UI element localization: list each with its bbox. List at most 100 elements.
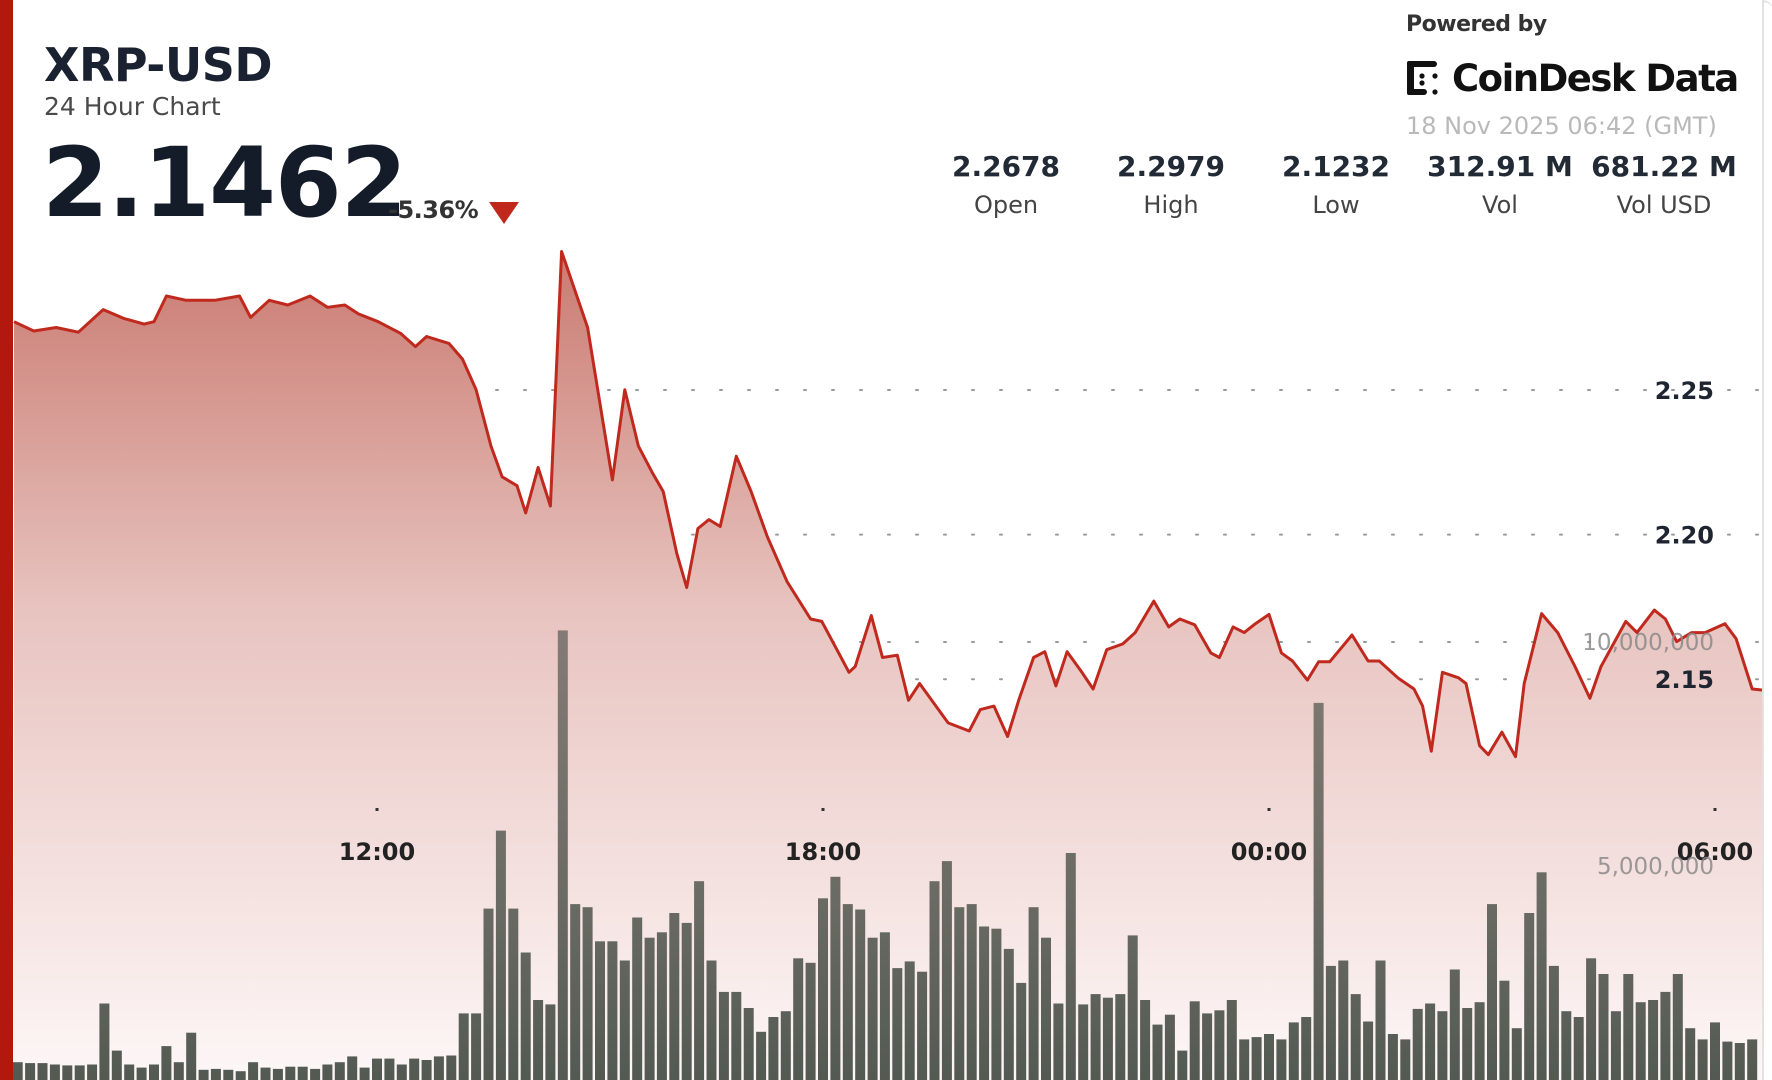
volume-bar — [582, 907, 593, 1080]
volume-bar — [495, 830, 506, 1080]
volume-bar — [867, 937, 878, 1080]
x-tick-mark — [1713, 808, 1717, 811]
coindesk-logo-icon — [1407, 61, 1438, 95]
powered-by-label: Powered by — [1406, 12, 1547, 37]
x-tick-label: 06:00 — [1677, 838, 1753, 866]
volume-bar — [1672, 974, 1683, 1080]
volume-bar — [272, 1068, 283, 1080]
volume-bar — [1164, 1014, 1175, 1080]
x-tick-mark — [375, 808, 379, 811]
volume-bar — [1363, 1021, 1374, 1080]
volume-bar — [1264, 1034, 1274, 1080]
volume-bar — [297, 1066, 308, 1080]
volume-bar — [433, 1056, 444, 1080]
volume-bar — [409, 1058, 420, 1080]
volume-bar — [669, 913, 680, 1080]
volume-bar — [1251, 1037, 1262, 1080]
volume-bar — [1610, 1011, 1621, 1080]
triangle-down-icon — [489, 202, 519, 224]
volume-bar — [1338, 960, 1349, 1080]
volume-bar — [322, 1064, 333, 1080]
volume-bar — [248, 1062, 259, 1080]
coindesk-data-logo: CoinDesk Data — [1406, 56, 1739, 100]
volume-bar — [1598, 974, 1609, 1080]
volume-bar — [1375, 960, 1386, 1080]
volume-bar — [1449, 969, 1460, 1080]
volume-bar — [124, 1064, 135, 1080]
volume-bar — [1276, 1039, 1287, 1080]
volume-bar — [1586, 958, 1597, 1080]
stat-value: 2.1232 — [1281, 150, 1391, 183]
volume-bar — [793, 958, 804, 1080]
volume-bar — [830, 876, 841, 1080]
volume-bar — [334, 1062, 345, 1080]
volume-bar — [1065, 853, 1076, 1080]
volume-bar — [1474, 1002, 1485, 1080]
volume-bar — [1462, 1008, 1473, 1080]
volume-bar — [62, 1065, 73, 1080]
x-axis: 12:00 18:00 00:00 06:00 — [339, 808, 1753, 866]
stat-high: 2.2979 High — [1086, 150, 1256, 219]
volume-bar — [1648, 1000, 1659, 1080]
volume-bar — [595, 941, 605, 1080]
accent-bar — [0, 0, 13, 1080]
volume-bar — [372, 1058, 382, 1080]
volume-bar — [1115, 994, 1126, 1080]
volume-bar — [446, 1055, 457, 1080]
volume-bar — [954, 907, 965, 1080]
volume-bar — [483, 908, 494, 1080]
volume-bar — [458, 1013, 469, 1080]
volume-bar — [619, 960, 630, 1080]
volume-bar — [1177, 1050, 1188, 1080]
stat-label: Vol USD — [1616, 191, 1712, 219]
volume-bar — [706, 960, 717, 1080]
volume-bar — [384, 1058, 395, 1080]
volume-bar — [1053, 1003, 1064, 1080]
volume-tick-label: 5,000,000 — [1597, 854, 1714, 880]
volume-bar — [1127, 935, 1138, 1080]
stat-low: 2.1232 Low — [1251, 150, 1421, 219]
volume-bar — [25, 1063, 36, 1080]
volume-bar — [1697, 1039, 1708, 1080]
volume-bar — [1202, 1013, 1213, 1080]
stat-open: 2.2678 Open — [921, 150, 1091, 219]
volume-bar — [1226, 1000, 1237, 1080]
volume-bar — [149, 1064, 159, 1080]
volume-bar — [161, 1046, 172, 1080]
volume-bar — [1016, 982, 1027, 1080]
volume-bar — [1239, 1039, 1250, 1080]
x-tick-mark — [821, 808, 825, 811]
current-price: 2.1462 — [42, 127, 407, 239]
volume-bar — [37, 1063, 48, 1080]
volume-bar — [991, 928, 1002, 1080]
timestamp: 18 Nov 2025 06:42 (GMT) — [1406, 112, 1717, 140]
volume-bar — [136, 1067, 147, 1080]
price-line — [13, 250, 1763, 759]
volume-bar — [966, 904, 977, 1080]
volume-bar — [13, 1062, 23, 1080]
volume-bar — [173, 1062, 184, 1080]
volume-bar — [1313, 702, 1324, 1080]
volume-bar — [917, 971, 928, 1080]
volume-bar — [768, 1017, 779, 1080]
stat-label: Open — [973, 191, 1039, 219]
volume-bar — [1425, 1003, 1436, 1080]
volume-bar — [1412, 1008, 1423, 1080]
volume-bar — [1078, 1004, 1089, 1080]
volume-tick-label: 10,000,000 — [1582, 630, 1714, 656]
volume-bar — [1152, 1024, 1163, 1080]
volume-bar — [223, 1069, 234, 1080]
chart-subtitle: 24 Hour Chart — [44, 92, 221, 121]
volume-bar — [1102, 997, 1113, 1080]
volume-bar — [718, 991, 729, 1080]
volume-bar — [1536, 872, 1547, 1080]
price-tick-label: 2.15 — [1655, 666, 1714, 694]
volume-bar — [570, 904, 581, 1080]
price-area — [14, 251, 1763, 1080]
volume-bar — [186, 1032, 197, 1080]
volume-bar — [1189, 1001, 1200, 1080]
volume-bar — [743, 1008, 754, 1080]
volume-bar — [879, 932, 890, 1080]
volume-bar — [1660, 991, 1671, 1080]
